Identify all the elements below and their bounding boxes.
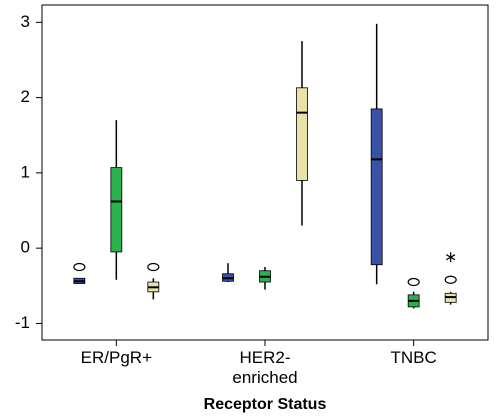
y-tick-label: 3 [21, 12, 30, 31]
outlier [147, 262, 160, 272]
box [110, 167, 123, 253]
outlier [444, 275, 457, 284]
x-tick-label: TNBC [390, 348, 437, 367]
x-tick-label: HER2- enriched [232, 348, 298, 387]
extreme [446, 252, 456, 263]
x-tick-label: ER/PgR+ [80, 348, 152, 367]
y-tick-label: 0 [21, 238, 30, 257]
outlier [407, 277, 420, 287]
y-tick-label: -1 [15, 313, 30, 332]
y-tick-label: 1 [21, 162, 30, 181]
y-tick-label: 2 [21, 87, 30, 106]
plot-frame [41, 4, 489, 341]
box [370, 108, 383, 266]
x-axis-title: Receptor Status [203, 396, 327, 413]
box [296, 87, 308, 181]
outlier [73, 262, 86, 272]
